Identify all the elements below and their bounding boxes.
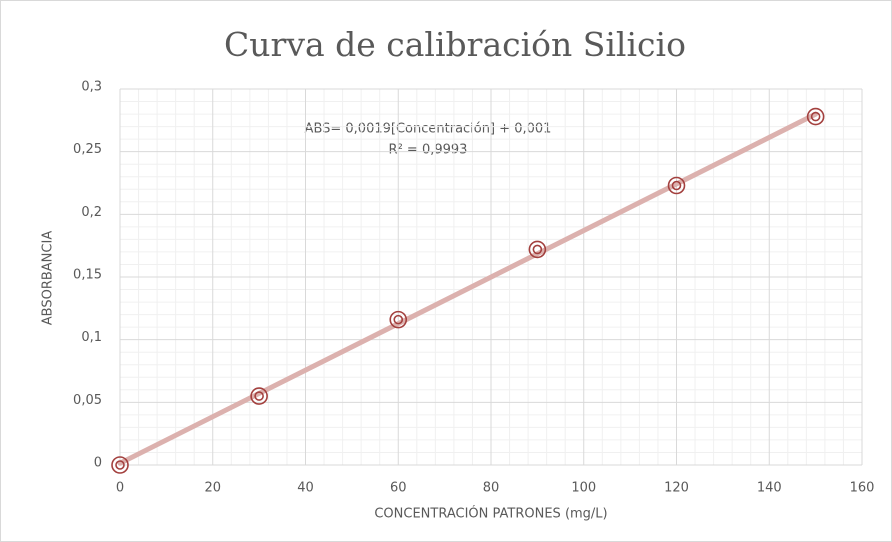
point-ring — [393, 314, 404, 325]
x-tick-label: 60 — [390, 481, 407, 496]
point-ring — [532, 244, 543, 255]
point-ring — [254, 391, 264, 401]
x-tick-label: 40 — [297, 481, 314, 496]
point-ring — [671, 180, 682, 191]
point-ring — [389, 310, 408, 329]
point-ring — [667, 176, 686, 195]
point-ring — [111, 456, 129, 474]
point-ring — [528, 240, 547, 259]
point — [667, 176, 686, 195]
x-tick-label: 160 — [850, 481, 875, 496]
y-tick-label: 0,1 — [81, 330, 102, 345]
y-tick-label: 0,25 — [73, 142, 102, 157]
y-tick-label: 0,3 — [81, 80, 102, 95]
point — [111, 456, 129, 474]
y-tick-label: 0 — [94, 456, 102, 471]
point-ring — [806, 107, 825, 126]
chart-title: Curva de calibración Silicio — [224, 25, 686, 64]
annotation: R² = 0,9993 — [389, 143, 468, 158]
point-ring — [250, 387, 268, 405]
point — [250, 387, 268, 405]
x-tick-label: 100 — [571, 481, 596, 496]
y-axis-label: ABSORBANCIA — [41, 231, 56, 326]
x-tick-label: 140 — [757, 481, 782, 496]
point — [528, 240, 547, 259]
y-tick-label: 0,2 — [81, 205, 102, 220]
y-tick-label: 0,15 — [73, 268, 102, 283]
x-axis-label: CONCENTRACIÓN PATRONES (mg/L) — [374, 506, 607, 522]
x-tick-label: 80 — [483, 481, 500, 496]
y-tick-label: 0,05 — [73, 393, 102, 408]
point-ring — [810, 111, 821, 122]
point-ring — [115, 460, 125, 470]
x-tick-label: 120 — [664, 481, 689, 496]
annotation: ABS= 0,0019[Concentración] + 0,001 — [305, 122, 552, 137]
point — [389, 310, 408, 329]
x-tick-label: 0 — [116, 481, 124, 496]
point — [806, 107, 825, 126]
x-tick-label: 20 — [204, 481, 221, 496]
trendline — [117, 111, 819, 466]
